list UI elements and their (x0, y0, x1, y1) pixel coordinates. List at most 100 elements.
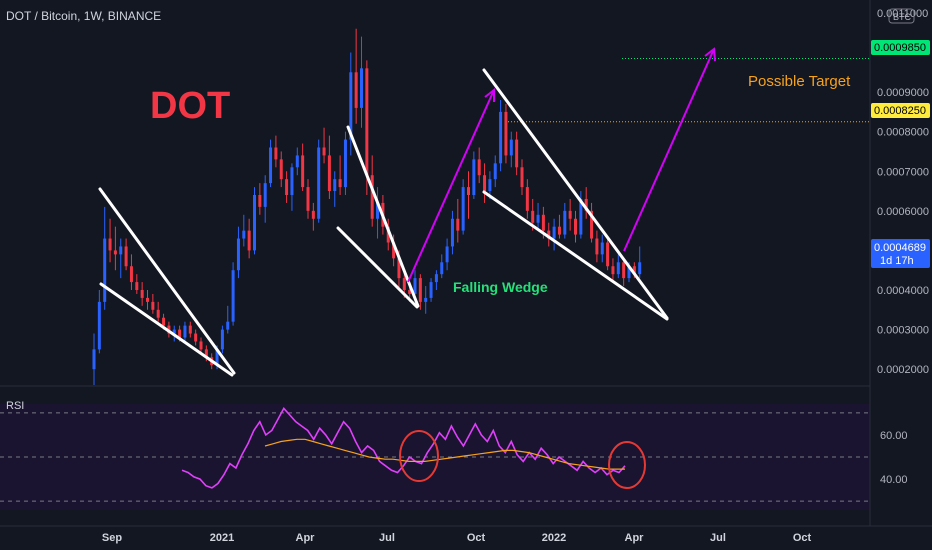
rsi-series (181, 407, 626, 489)
arrow-2-line[interactable] (623, 48, 715, 252)
candle-body (483, 175, 487, 192)
time-tick-label: Apr (296, 532, 316, 544)
candle-body (456, 218, 460, 231)
target-annotation[interactable]: Possible Target (748, 73, 851, 90)
asset-annotation[interactable]: DOT (150, 85, 230, 127)
candle-body (151, 301, 155, 310)
candle-body (499, 111, 503, 164)
arrow-1-line[interactable] (407, 89, 495, 283)
candle-body (263, 183, 267, 207)
candlestick-series (92, 28, 642, 385)
candle-body (354, 72, 358, 108)
candle-body (493, 163, 497, 180)
candle-body (525, 187, 529, 211)
candle-body (119, 246, 123, 255)
candle-body (574, 218, 577, 235)
wedge-3-upper-line[interactable] (482, 68, 669, 320)
wedge-3-lower-line[interactable] (482, 190, 669, 321)
candle-body (188, 325, 192, 334)
candle-body (563, 210, 567, 235)
candle-body (557, 226, 561, 235)
wedge-1-upper-line[interactable] (98, 187, 236, 375)
candle-body (402, 278, 406, 290)
price-axis[interactable]: 0.0011000 0.0009000 0.0008000 0.0007000 0.00… (877, 8, 929, 376)
candle-body (600, 242, 604, 255)
pattern-annotation[interactable]: Falling Wedge (453, 279, 548, 295)
candle-body (584, 198, 588, 211)
candle-body (97, 301, 101, 350)
wedge-1-lower-line[interactable] (99, 282, 234, 377)
arrow-drawings[interactable] (407, 47, 716, 283)
candle-body (301, 155, 305, 188)
price-tick-label: 0.0007000 (877, 166, 929, 178)
price-tick-label: 0.0011000 (877, 8, 928, 20)
candle-body (129, 266, 133, 283)
rsi-circles[interactable] (399, 430, 646, 489)
candle-body (472, 159, 476, 195)
symbol-title[interactable]: DOT / Bitcoin, 1W, BINANCE (6, 9, 161, 23)
price-tick-label: 0.0009000 (877, 87, 929, 99)
rsi-axis[interactable]: 60.00 40.00 (880, 430, 908, 486)
rsi-label[interactable]: RSI (6, 400, 24, 412)
wedge-2-lower-line[interactable] (336, 226, 419, 309)
candle-body (349, 72, 353, 140)
candle-body (194, 333, 198, 342)
candle-body (253, 195, 256, 251)
candle-body (504, 111, 508, 156)
target-levels (508, 57, 870, 123)
candle-body (140, 290, 144, 298)
candle-body (429, 282, 433, 298)
price-tag-target-mid-text: 0.0008250 (874, 105, 926, 117)
currency-badge[interactable]: BTC (888, 8, 915, 24)
rsi-line (181, 407, 626, 489)
rsi-circle-1[interactable] (399, 430, 439, 482)
candle-body (343, 139, 347, 188)
candle-body (568, 210, 572, 219)
price-tag-target-mid: 0.0008250 (871, 103, 930, 118)
time-tick-label: Jul (379, 532, 395, 544)
candle-body (424, 297, 428, 302)
candle-body (536, 214, 540, 223)
candle-body (477, 159, 481, 176)
rsi-ma-line (264, 438, 625, 470)
candle-body (509, 139, 513, 156)
candle-body (579, 198, 583, 235)
candle-body (467, 187, 470, 195)
price-tag-target-top-text: 0.0009850 (874, 42, 926, 54)
candle-body (515, 139, 519, 168)
candle-body (285, 179, 289, 195)
rsi-circle-2[interactable] (608, 441, 646, 489)
candle-body (103, 238, 107, 302)
candle-body (279, 159, 283, 180)
rsi-level-lines (0, 412, 870, 502)
candle-body (461, 187, 465, 231)
candle-body (162, 317, 166, 326)
price-tag-countdown-text: 1d 17h (880, 255, 914, 267)
candle-body (632, 266, 636, 275)
wedge-2-upper-line[interactable] (346, 125, 420, 308)
candle-body (418, 278, 422, 302)
candle-body (290, 167, 294, 195)
candle-body (199, 341, 203, 350)
price-tick-label: 0.0008000 (877, 127, 929, 139)
rsi-tick-label: 60.00 (880, 430, 908, 442)
wedge-drawings[interactable] (98, 68, 669, 377)
candle-body (156, 309, 160, 318)
candle-body (638, 262, 642, 275)
candle-body (616, 262, 620, 275)
time-tick-label: 2022 (542, 532, 566, 544)
candle-body (124, 246, 128, 267)
price-tag-target-top: 0.0009850 (871, 40, 930, 55)
candle-body (595, 238, 599, 255)
candle-body (338, 179, 342, 188)
arrow-2-head (704, 47, 716, 62)
price-tick-label: 0.0002000 (877, 364, 929, 376)
candle-body (108, 238, 112, 251)
candle-body (333, 179, 337, 192)
candle-body (242, 230, 246, 239)
candle-body (392, 242, 396, 259)
candle-body (386, 226, 390, 243)
candle-body (258, 195, 262, 207)
time-axis[interactable]: Sep 2021 Apr Jul Oct 2022 Apr Jul Oct (102, 532, 812, 544)
